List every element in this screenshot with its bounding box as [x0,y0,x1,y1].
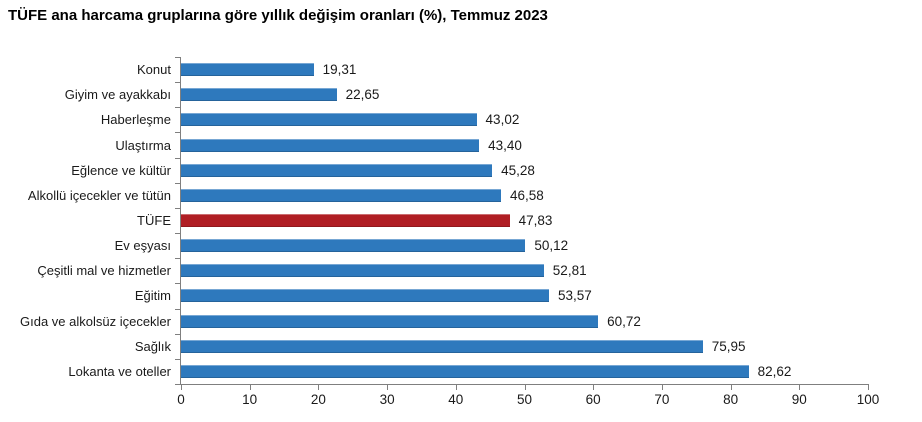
bar-row: Ulaştırma 43,40 [115,132,868,157]
category-label: Sağlık [134,338,171,354]
category-label: Haberleşme [100,112,171,128]
y-axis-tick [175,132,181,134]
bar [181,264,544,278]
x-axis-tick [318,384,320,390]
y-axis-tick [175,308,181,310]
x-axis-tick [730,384,732,390]
x-axis-tick-label: 50 [516,392,533,407]
value-label: 19,31 [322,62,357,78]
category-label: Konut [137,62,171,78]
bar-row: Lokanta ve oteller 82,62 [68,359,868,384]
x-axis-tick-label: 40 [448,392,464,407]
x-axis-tick [249,384,251,390]
y-axis-tick [175,207,181,209]
value-label: 43,02 [485,112,520,128]
bar [181,63,314,77]
category-label: Giyim ve ayakkabı [64,87,171,103]
y-axis-tick [175,358,181,360]
bar-row: Gıda ve alkolsüz içecekler 60,72 [20,309,868,334]
x-axis-tick [661,384,663,390]
bar-row: Giyim ve ayakkabı 22,65 [65,82,868,107]
category-label: Ulaştırma [115,137,171,153]
y-axis-tick [175,283,181,285]
category-label: Lokanta ve oteller [68,363,171,379]
bar [181,239,526,253]
bar-row: Çeşitli mal ve hizmetler 52,81 [37,258,868,283]
bar-row: Konut 19,31 [137,57,868,82]
x-axis-tick [593,384,595,390]
x-axis-tick [524,384,526,390]
value-label: 47,83 [518,213,553,229]
x-axis-tick [868,384,869,390]
x-axis-tick-label: 100 [856,392,880,407]
category-label: Eğlence ve kültür [71,162,171,178]
x-axis-tick-label: 20 [310,392,326,407]
x-axis-tick [799,384,801,390]
bar-row: Ev eşyası 50,12 [115,233,868,258]
bar [181,289,550,303]
bar [181,113,477,127]
bar [181,138,480,152]
y-axis-tick [175,82,181,84]
category-label: Gıda ve alkolsüz içecekler [19,313,171,329]
chart-title: TÜFE ana harcama gruplarına göre yıllık … [8,7,548,24]
value-label: 53,57 [558,288,592,304]
bar [181,364,749,378]
bar-row: Haberleşme 43,02 [101,107,868,132]
y-axis-tick [175,384,181,385]
category-label: Ev eşyası [114,238,171,254]
bar-highlight [181,214,510,228]
y-axis-tick [175,333,181,335]
bar [181,314,599,328]
y-axis-tick [175,57,181,58]
bar-row: TÜFE 47,83 [137,208,868,233]
x-axis-tick-label: 90 [791,392,807,407]
x-axis-tick-label: 10 [242,392,258,407]
plot-area: Konut 19,31 Giyim ve ayakkabı 22,65 Haberleş… [20,57,879,407]
x-axis-tick-label: 0 [177,392,185,407]
bar [181,163,493,177]
bar [181,188,501,202]
category-label: Alkollü içecekler ve tütün [27,187,171,203]
bar-row: Eğlence ve kültür 45,28 [71,158,868,183]
value-label: 22,65 [345,87,380,103]
x-axis-tick-label: 80 [723,392,739,407]
value-label: 43,40 [488,137,522,153]
y-axis-tick [175,182,181,184]
value-label: 46,58 [510,187,544,203]
x-axis-tick-label: 60 [585,392,601,407]
category-label: Eğitim [134,288,171,304]
value-label: 45,28 [501,162,535,178]
value-label: 60,72 [607,313,641,329]
value-label: 50,12 [534,238,569,254]
bar-row: Eğitim 53,57 [135,283,868,308]
y-axis-tick [175,258,181,260]
y-axis-tick [175,233,181,235]
y-axis-tick [175,107,181,109]
value-label: 52,81 [552,263,587,279]
category-label: TÜFE [137,213,171,229]
category-label: Çeşitli mal ve hizmetler [37,263,171,279]
y-axis-tick [175,157,181,159]
value-label: 82,62 [757,363,792,379]
x-axis-tick [181,384,182,390]
bar [181,88,337,102]
bar [181,339,703,353]
bar-row: Sağlık 75,95 [135,334,868,359]
x-axis-tick [387,384,389,390]
bar-row: Alkollü içecekler ve tütün 46,58 [28,183,868,208]
x-axis-tick-label: 70 [654,392,670,407]
value-label: 75,95 [711,338,746,354]
x-axis-tick [455,384,457,390]
x-axis-tick-label: 30 [379,392,395,407]
